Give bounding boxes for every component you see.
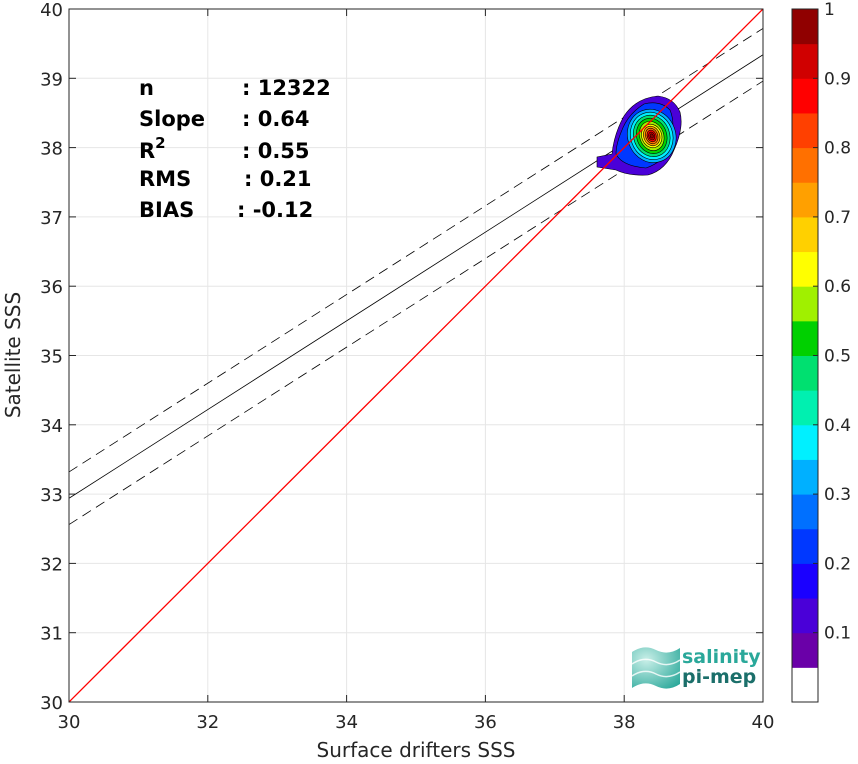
salinity-pi-mep-logo: salinity pi-mep: [631, 646, 761, 689]
fit-upper-band: [69, 28, 763, 473]
colorbar-tick-label: 0.8: [824, 139, 851, 159]
y-axis-label: Satellite SSS: [1, 292, 25, 418]
colorbar-segment: [792, 216, 818, 253]
logo-text-salinity: salinity: [682, 646, 761, 668]
colorbar-tick-label: 0.5: [824, 347, 851, 367]
x-tick-label: 40: [752, 712, 775, 733]
colorbar-segment: [792, 355, 818, 391]
colorbar-segment: [792, 43, 818, 79]
fit-lower-band: [69, 80, 763, 525]
colorbar-tick-label: 0.1: [824, 624, 851, 644]
colorbar-segment: [792, 459, 818, 495]
y-tick-label: 35: [40, 347, 63, 368]
colorbar-tick-label: 0.9: [824, 69, 851, 89]
density-level: [649, 133, 654, 139]
colorbar-tick-label: 0.4: [824, 416, 851, 436]
y-tick-label: 36: [40, 277, 63, 298]
colorbar-tick-label: 0.7: [824, 208, 851, 228]
x-tick-label: 30: [58, 712, 81, 733]
colorbar-tick-label: 0.6: [824, 277, 851, 297]
stat-label: RMS: [139, 167, 191, 191]
colorbar-segment: [792, 251, 818, 287]
logo-text-pi-mep: pi-mep: [682, 666, 756, 688]
y-tick-label: 39: [40, 69, 63, 90]
colorbar-segment: [792, 286, 818, 322]
colorbar-tick-label: 0.2: [824, 554, 851, 574]
colorbar-segment: [792, 494, 818, 530]
x-tick-label: 36: [474, 712, 497, 733]
colorbar-segment: [792, 147, 818, 183]
y-tick-label: 33: [40, 485, 63, 506]
y-tick-label: 34: [40, 416, 63, 437]
y-tick-label: 32: [40, 554, 63, 575]
colorbar: 0.1 0.2 0.3 0.4 0.5 0.6 0.7 0.8 0.9 1: [791, 0, 851, 703]
colorbar-segment: [792, 563, 818, 599]
logo-wave-icon: [632, 647, 680, 689]
stat-value: : 0.21: [244, 167, 312, 191]
colorbar-segment: [792, 632, 818, 668]
y-tick-label: 40: [40, 0, 63, 21]
colorbar-segment: [792, 9, 818, 45]
stat-label: BIAS: [139, 198, 194, 222]
stat-value: : -0.12: [237, 198, 313, 222]
colorbar-segment: [792, 320, 818, 356]
colorbar-segment: [792, 528, 818, 564]
colorbar-tick-label: 0.3: [824, 485, 851, 505]
y-tick-label: 31: [40, 624, 63, 645]
identity-line: [69, 9, 763, 702]
colorbar-segment: [792, 390, 818, 426]
stat-label: Slope: [139, 107, 205, 131]
colorbar-segment: [792, 598, 818, 634]
x-tick-label: 38: [613, 712, 636, 733]
x-axis-label: Surface drifters SSS: [317, 738, 516, 762]
density-contours: [596, 95, 682, 176]
x-tick-label: 34: [335, 712, 358, 733]
y-axis-ticks: 30 31 32 33 34 35 36 37 38 39 40: [40, 0, 763, 714]
colorbar-segment: [792, 112, 818, 149]
stat-value: : 12322: [242, 76, 331, 100]
stat-label: n: [139, 76, 154, 100]
y-tick-label: 30: [40, 693, 63, 714]
grid-lines: [68, 8, 764, 703]
colorbar-segment: [792, 78, 818, 114]
stat-value: : 0.55: [242, 139, 310, 163]
colorbar-segment: [792, 182, 818, 218]
x-axis-ticks: 30 32 34 36 38 40: [58, 9, 775, 733]
y-tick-label: 38: [40, 139, 63, 160]
colorbar-tick-label: 1: [824, 0, 835, 20]
colorbar-segment: [792, 667, 818, 703]
x-tick-label: 32: [196, 712, 219, 733]
stat-value: : 0.64: [242, 107, 310, 131]
y-tick-label: 37: [40, 208, 63, 229]
colorbar-segment: [792, 424, 818, 460]
